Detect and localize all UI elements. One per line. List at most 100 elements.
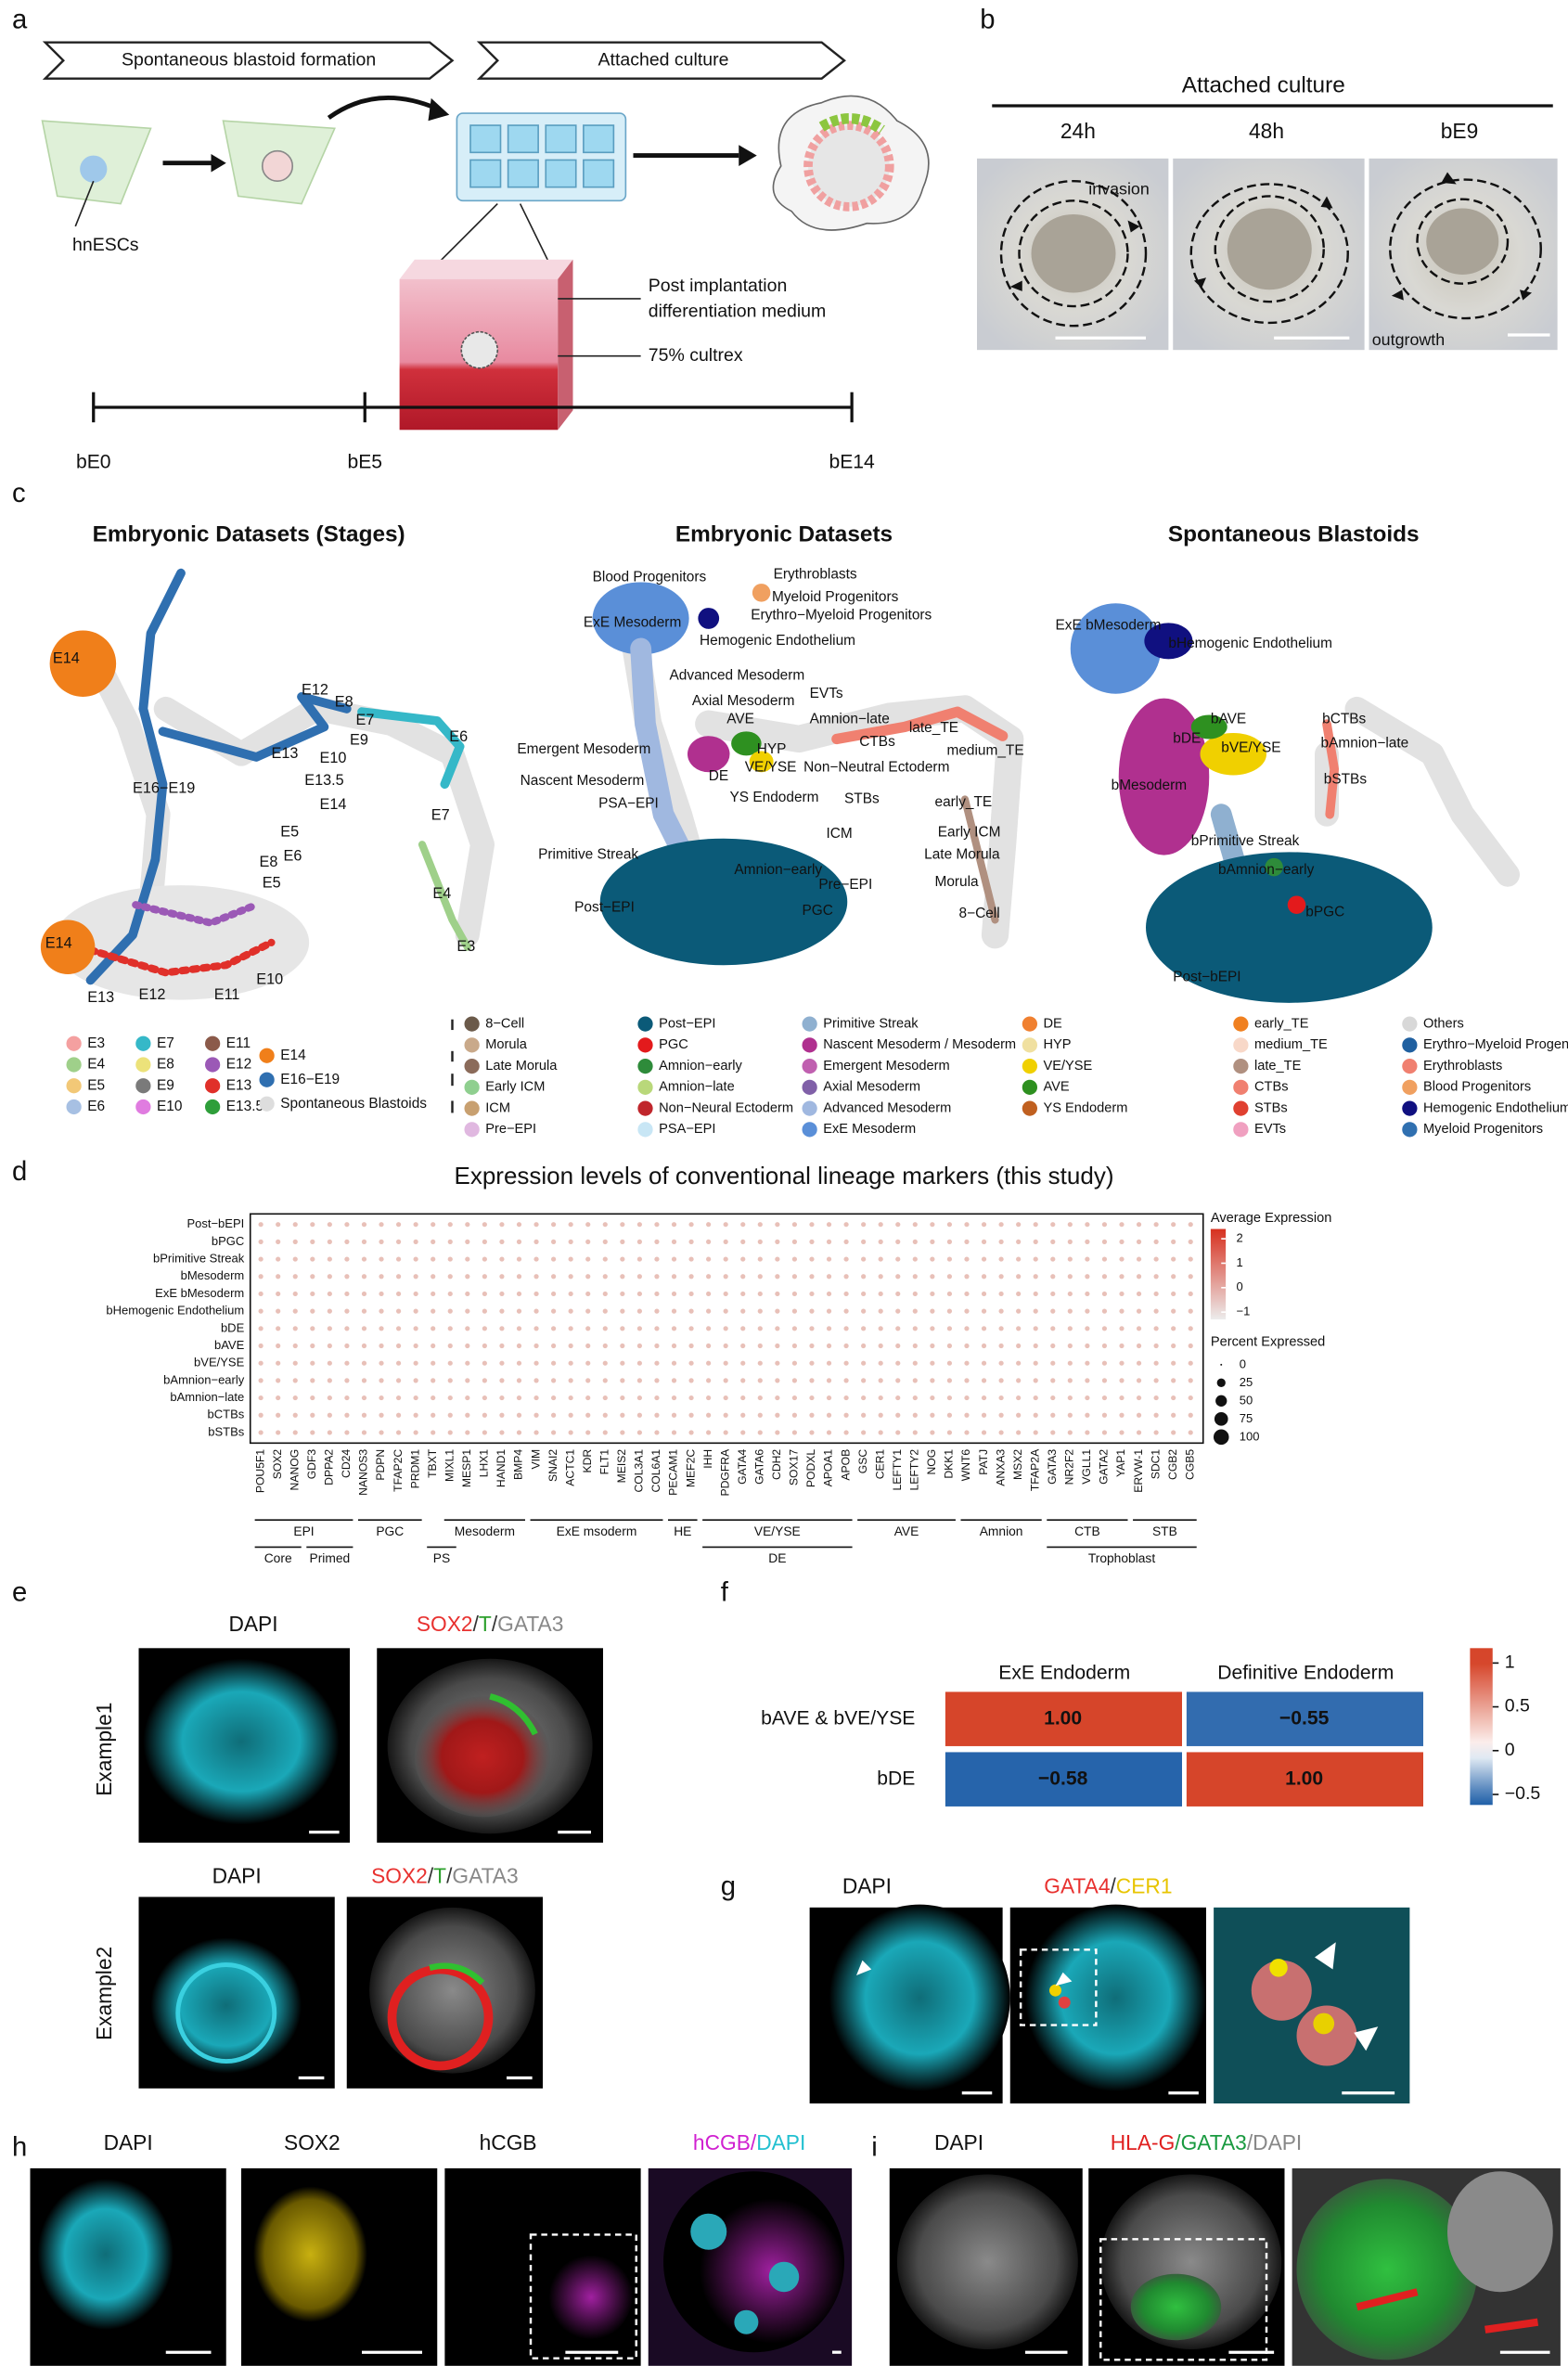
dot-placeholder — [757, 1239, 763, 1244]
umap-label: Post−bEPI — [1173, 969, 1240, 984]
dot-placeholder — [310, 1430, 315, 1435]
group-label: VE/YSE — [754, 1524, 801, 1538]
dot-placeholder — [465, 1256, 470, 1262]
panel-letter: f — [721, 1578, 729, 1608]
legend-label: Myeloid Progenitors — [1423, 1122, 1543, 1137]
dot-placeholder — [688, 1343, 694, 1349]
dot-placeholder — [636, 1291, 642, 1297]
gene-label: KDR — [581, 1449, 594, 1473]
dot-placeholder — [465, 1430, 470, 1435]
dot-placeholder — [465, 1412, 470, 1418]
timepoint: 24h — [1060, 119, 1096, 143]
dot-placeholder — [1188, 1412, 1193, 1418]
legend-label: Blood Progenitors — [1423, 1080, 1531, 1095]
dot-placeholder — [258, 1378, 263, 1383]
micrographs — [829, 1904, 1010, 2092]
group-label: HE — [674, 1524, 691, 1538]
stain-label: DAPI — [842, 1874, 892, 1898]
dot-placeholder — [826, 1395, 832, 1401]
decoration — [1189, 183, 1349, 325]
legend-label: E10 — [157, 1099, 182, 1114]
dot-placeholder — [465, 1291, 470, 1297]
dot-placeholder — [620, 1308, 625, 1314]
heat-cell — [945, 1752, 1182, 1807]
value-label: −0.55 — [1279, 1707, 1330, 1729]
dot-placeholder — [775, 1360, 780, 1366]
micrographs — [414, 1696, 551, 1818]
row-label: bMesoderm — [181, 1268, 245, 1282]
umap-label: E11 — [214, 986, 240, 1003]
dot-placeholder — [946, 1256, 953, 1262]
dot-placeholder — [861, 1412, 867, 1418]
stain-label-part: HLA-G — [1111, 2130, 1176, 2154]
legend-title: Average Expression — [1211, 1211, 1331, 1226]
arrowhead — [211, 153, 226, 173]
dot-placeholder — [998, 1239, 1004, 1244]
dot-placeholder — [413, 1222, 418, 1228]
dot-placeholder — [1119, 1308, 1125, 1314]
dot-placeholder — [878, 1274, 883, 1279]
dot-placeholder — [740, 1395, 746, 1401]
dot-placeholder — [636, 1378, 642, 1383]
dot-placeholder — [516, 1326, 522, 1331]
dot-placeholder — [516, 1412, 522, 1418]
dot-placeholder — [964, 1360, 970, 1366]
dot-placeholder — [465, 1326, 470, 1331]
dot-placeholder — [1119, 1239, 1125, 1244]
dot-placeholder — [843, 1343, 849, 1349]
legend-label: Pre−EPI — [485, 1122, 536, 1137]
umap — [49, 630, 117, 697]
tick-label: 75 — [1240, 1411, 1253, 1425]
legend-label: Emergent Mesoderm — [823, 1059, 949, 1074]
legend-swatch — [1402, 1100, 1418, 1116]
dot-placeholder — [826, 1291, 832, 1297]
gene-label: BMP4 — [512, 1449, 525, 1480]
umap-label: E10 — [320, 750, 347, 766]
dot-placeholder — [276, 1222, 281, 1228]
dot-placeholder — [1050, 1326, 1056, 1331]
legend-swatch — [66, 1099, 82, 1115]
dot-placeholder — [431, 1326, 436, 1331]
gene-label: WNT6 — [959, 1449, 972, 1482]
dot-placeholder — [499, 1412, 505, 1418]
dot-placeholder — [499, 1256, 505, 1262]
dot-placeholder — [1101, 1326, 1108, 1331]
dot-placeholder — [361, 1343, 367, 1349]
gene-label: SOX17 — [788, 1449, 801, 1485]
dot-placeholder — [688, 1360, 694, 1366]
umap — [418, 841, 471, 951]
legend-swatch — [802, 1037, 817, 1053]
dot-placeholder — [1067, 1343, 1073, 1349]
dot-placeholder — [946, 1430, 953, 1435]
dot-placeholder — [706, 1239, 712, 1244]
dot-placeholder — [878, 1343, 883, 1349]
stain-label: DAPI — [934, 2130, 983, 2154]
embryo — [460, 330, 499, 369]
micrographs — [30, 1648, 1561, 2366]
umap-label: Non−Neutral Ectoderm — [803, 759, 949, 775]
dot-placeholder — [964, 1430, 970, 1435]
dot-placeholder — [1085, 1239, 1090, 1244]
stain-label: SOX2/T/GATA3 — [417, 1612, 563, 1636]
decoration — [1194, 277, 1206, 289]
dot-placeholder — [1153, 1430, 1159, 1435]
dot-placeholder — [568, 1412, 573, 1418]
dot-placeholder — [568, 1239, 573, 1244]
dot-placeholder — [981, 1343, 987, 1349]
gene-label: VGLL1 — [1080, 1449, 1093, 1485]
dot-placeholder — [533, 1239, 539, 1244]
dot-placeholder — [602, 1239, 608, 1244]
dot-placeholder — [1171, 1343, 1176, 1349]
dot-placeholder — [1101, 1395, 1108, 1401]
dot-placeholder — [551, 1239, 557, 1244]
dot-placeholder — [379, 1222, 384, 1228]
decoration — [1441, 172, 1457, 185]
gene-label: SOX2 — [271, 1449, 284, 1480]
micrographs — [896, 2174, 1078, 2349]
legend-label: Amnion−early — [659, 1059, 742, 1074]
dot-placeholder — [1067, 1378, 1073, 1383]
decoration — [1520, 289, 1532, 301]
dot-placeholder — [671, 1308, 677, 1314]
dot-placeholder — [1033, 1343, 1038, 1349]
heat-cell — [1186, 1691, 1423, 1746]
